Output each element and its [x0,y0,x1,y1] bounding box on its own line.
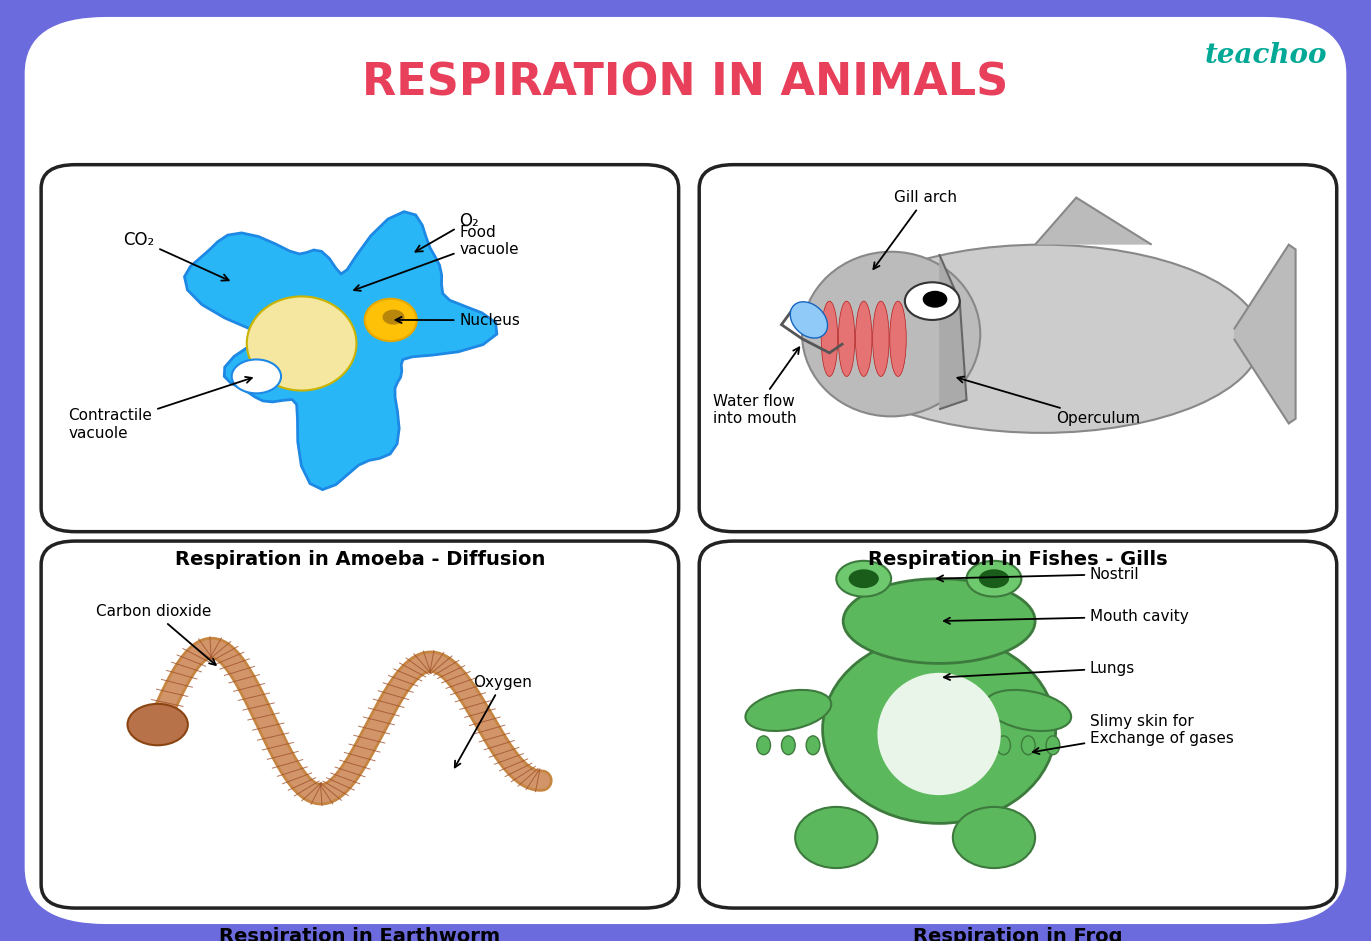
Circle shape [128,704,188,745]
FancyBboxPatch shape [41,165,679,532]
PathPatch shape [185,212,496,489]
Ellipse shape [823,245,1261,433]
Ellipse shape [365,299,417,342]
Ellipse shape [781,736,795,755]
Text: O₂: O₂ [415,212,478,251]
Ellipse shape [953,806,1035,868]
Ellipse shape [1021,736,1035,755]
PathPatch shape [939,254,967,409]
Ellipse shape [836,561,891,597]
Ellipse shape [757,736,771,755]
FancyBboxPatch shape [25,17,1346,924]
Text: Oxygen: Oxygen [455,675,532,768]
Text: Respiration in Amoeba - Diffusion: Respiration in Amoeba - Diffusion [174,550,546,569]
Ellipse shape [979,569,1009,588]
Ellipse shape [823,635,1056,823]
FancyBboxPatch shape [699,541,1337,908]
Ellipse shape [821,301,838,376]
Text: Respiration in Fishes - Gills: Respiration in Fishes - Gills [868,550,1168,569]
Ellipse shape [997,736,1010,755]
Text: Operculum: Operculum [957,376,1139,426]
Ellipse shape [838,301,856,376]
Text: Contractile
vacuole: Contractile vacuole [69,377,252,440]
Ellipse shape [843,579,1035,663]
Text: RESPIRATION IN ANIMALS: RESPIRATION IN ANIMALS [362,61,1009,104]
Text: Nucleus: Nucleus [396,312,520,327]
Circle shape [905,282,960,320]
PathPatch shape [1035,198,1152,245]
Ellipse shape [890,301,906,376]
Ellipse shape [877,673,1001,795]
Circle shape [923,291,947,308]
Ellipse shape [873,301,890,376]
Text: Gill arch: Gill arch [873,190,957,269]
Circle shape [232,359,281,393]
Ellipse shape [247,296,356,391]
Text: Water flow
into mouth: Water flow into mouth [713,347,799,426]
Ellipse shape [986,690,1071,731]
Ellipse shape [856,301,872,376]
Ellipse shape [967,561,1021,597]
Text: teachoo: teachoo [1205,42,1327,70]
Text: Food
vacuole: Food vacuole [354,225,518,291]
Text: Carbon dioxide: Carbon dioxide [96,604,215,665]
Ellipse shape [806,736,820,755]
Ellipse shape [795,806,877,868]
Ellipse shape [746,690,831,731]
Ellipse shape [802,251,980,416]
PathPatch shape [1234,245,1296,423]
Ellipse shape [1046,736,1060,755]
Text: Lungs: Lungs [943,661,1135,680]
FancyBboxPatch shape [699,165,1337,532]
FancyBboxPatch shape [41,541,679,908]
Text: Nostril: Nostril [938,566,1139,582]
Text: Mouth cavity: Mouth cavity [943,609,1189,624]
Ellipse shape [849,569,879,588]
Text: Respiration in Frog: Respiration in Frog [913,927,1123,941]
Ellipse shape [790,302,828,338]
Text: Slimy skin for
Exchange of gases: Slimy skin for Exchange of gases [1032,714,1234,754]
Circle shape [383,310,404,325]
Text: Respiration in Earthworm: Respiration in Earthworm [219,927,500,941]
Text: CO₂: CO₂ [123,231,229,280]
